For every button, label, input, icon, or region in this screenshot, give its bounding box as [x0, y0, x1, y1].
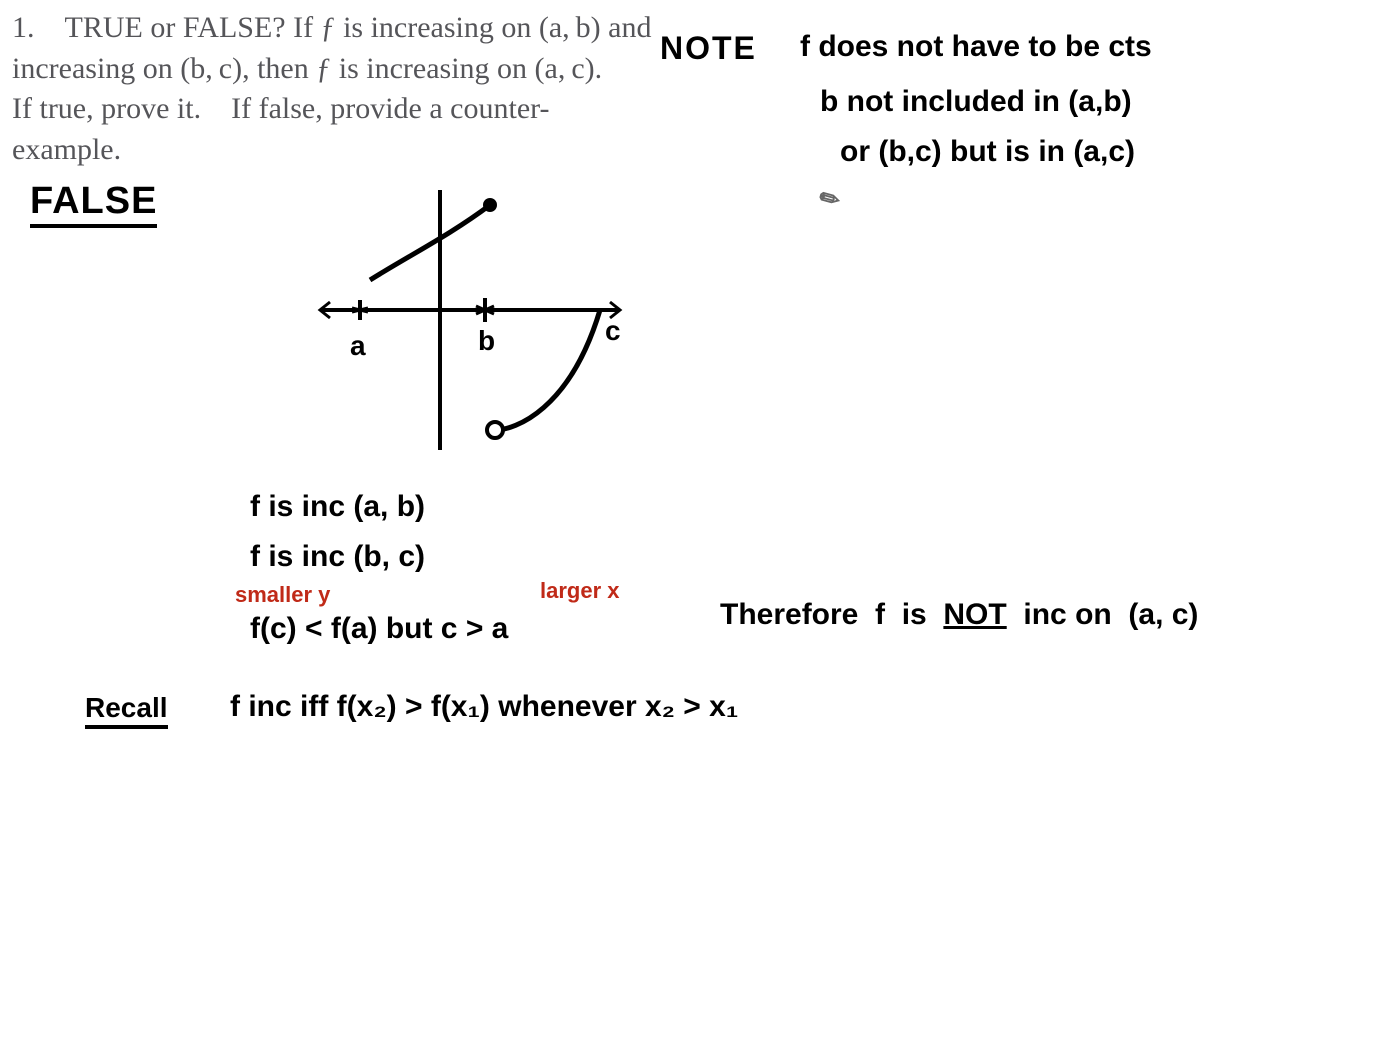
axis-label-b: b	[478, 325, 495, 357]
recall-label: Recall	[85, 692, 168, 724]
proof-line-2: f is inc (b, c)	[250, 540, 425, 574]
axis-label-c: c	[605, 315, 621, 347]
annot-larger-x: larger x	[540, 578, 620, 604]
proof-line-1: f is inc (a, b)	[250, 490, 425, 524]
proof-inequality: f(c) < f(a) but c > a	[250, 612, 508, 646]
problem-text: 1. TRUE or FALSE? If ƒ is increasing on …	[12, 8, 652, 170]
proof-therefore: Therefore f is NOT inc on (a, c)	[720, 598, 1198, 632]
annot-smaller-y: smaller y	[235, 582, 330, 608]
answer-false: FALSE	[30, 180, 157, 223]
note-line-2: b not included in (a,b)	[820, 85, 1132, 119]
counterexample-graph	[300, 180, 640, 460]
answer-text: FALSE	[30, 180, 157, 228]
note-label: NOTE	[660, 30, 757, 67]
pen-mark-icon: ✎	[814, 182, 846, 217]
axis-label-a: a	[350, 330, 366, 362]
page: 1. TRUE or FALSE? If ƒ is increasing on …	[0, 0, 1400, 1046]
note-line-1: f does not have to be cts	[800, 30, 1152, 64]
recall-text: f inc iff f(x₂) > f(x₁) whenever x₂ > x₁	[230, 690, 738, 724]
note-line-3: or (b,c) but is in (a,c)	[840, 135, 1135, 169]
